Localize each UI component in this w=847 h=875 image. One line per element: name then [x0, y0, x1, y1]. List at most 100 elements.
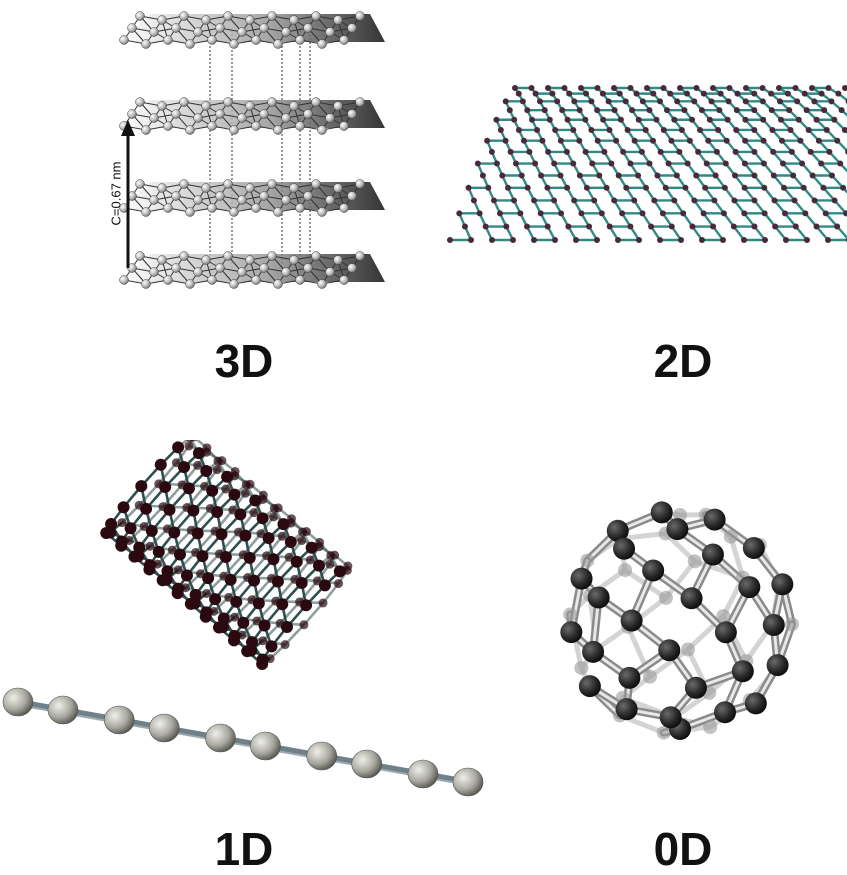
- carbon-atom: [221, 471, 233, 483]
- carbon-atom: [840, 185, 846, 191]
- carbon-atom: [701, 210, 707, 216]
- carbon-atom: [186, 280, 195, 289]
- carbon-atom: [627, 161, 633, 167]
- carbon-atom: [818, 161, 824, 167]
- carbon-atom: [172, 24, 181, 33]
- carbon-atom: [184, 441, 193, 450]
- carbon-atom: [150, 196, 159, 205]
- carbon-atom: [251, 732, 281, 760]
- carbon-atom: [213, 465, 222, 474]
- carbon-atom: [246, 102, 255, 111]
- carbon-atom: [685, 677, 707, 699]
- graphite-panel: C=0.67 nm: [0, 0, 423, 330]
- carbon-atom: [290, 16, 299, 25]
- carbon-atom: [220, 551, 232, 563]
- carbon-atom: [743, 98, 749, 104]
- carbon-atom: [545, 85, 551, 91]
- carbon-atom: [172, 583, 184, 595]
- carbon-atom: [780, 161, 786, 167]
- carbon-atom: [731, 224, 737, 230]
- carbon-atom: [234, 508, 246, 520]
- carbon-atom: [517, 210, 523, 216]
- carbon-atom: [738, 576, 760, 598]
- carbon-atom: [804, 107, 810, 113]
- carbon-atom: [826, 149, 832, 155]
- carbon-atom: [678, 237, 684, 243]
- carbon-atom: [724, 138, 730, 144]
- carbon-atom: [456, 210, 462, 216]
- carbon-atom: [582, 641, 604, 663]
- carbon-atom: [666, 161, 672, 167]
- carbon-atom: [699, 107, 705, 113]
- carbon-atom: [812, 197, 818, 203]
- nanotube-and-carbyne-chain: [0, 440, 520, 820]
- carbon-atom: [270, 504, 279, 513]
- carbon-atom: [186, 208, 195, 217]
- graphene-layer: [120, 12, 386, 49]
- carbon-atom: [829, 172, 835, 178]
- carbon-atom: [133, 542, 145, 554]
- carbon-atom: [762, 237, 768, 243]
- graphene-layer: [120, 252, 386, 289]
- carbon-atom: [158, 184, 167, 193]
- carbon-atom: [760, 85, 766, 91]
- carbon-atom: [647, 107, 653, 113]
- carbon-atom: [693, 172, 699, 178]
- carbon-atom: [778, 117, 784, 123]
- carbon-atom: [721, 210, 727, 216]
- carbon-atom: [511, 197, 517, 203]
- carbon-atom: [128, 24, 137, 33]
- carbon-atom: [183, 482, 195, 494]
- carbon-atom: [348, 24, 357, 33]
- carbon-atom: [274, 126, 283, 135]
- carbon-atom: [643, 670, 657, 684]
- carbon-atom: [163, 504, 175, 516]
- carbon-atom: [503, 98, 509, 104]
- carbon-atom: [158, 256, 167, 265]
- carbon-atom: [202, 16, 211, 25]
- caption-2d: 2D: [603, 338, 763, 384]
- carbon-atom: [663, 185, 669, 191]
- carbon-atom: [282, 114, 291, 123]
- carbon-atom: [583, 149, 589, 155]
- carbon-atom: [180, 180, 189, 189]
- carbon-atom: [244, 552, 256, 564]
- carbon-atom: [104, 706, 134, 734]
- carbon-atom: [734, 91, 740, 97]
- carbon-atom: [529, 85, 535, 91]
- carbon-atom: [760, 98, 766, 104]
- carbon-atom: [272, 576, 284, 588]
- carbon-atom: [326, 196, 335, 205]
- carbon-atom: [260, 24, 269, 33]
- carbon-atom: [306, 542, 318, 554]
- carbon-atom: [216, 192, 225, 201]
- carbon-atom: [312, 98, 321, 107]
- carbon-atom: [658, 639, 680, 661]
- carbon-atom: [267, 553, 279, 565]
- carbon-atom: [676, 149, 682, 155]
- carbon-atom: [537, 98, 543, 104]
- carbon-atom: [571, 98, 577, 104]
- carbon-atom: [186, 126, 195, 135]
- carbon-atom: [297, 536, 306, 545]
- carbon-atom: [447, 237, 453, 243]
- carbon-atom: [797, 138, 803, 144]
- carbon-atom: [552, 237, 558, 243]
- carbon-atom: [751, 91, 757, 97]
- carbon-atom: [172, 264, 181, 273]
- carbon-atom: [493, 117, 499, 123]
- carbon-atom: [660, 706, 682, 728]
- carbon-atom: [651, 501, 673, 523]
- carbon-atom: [725, 117, 731, 123]
- carbon-atom: [842, 85, 847, 91]
- carbon-atom: [146, 525, 158, 537]
- carbon-atom: [306, 555, 315, 564]
- carbon-atom: [745, 692, 767, 714]
- carbon-atom: [654, 172, 660, 178]
- carbon-atom: [260, 192, 269, 201]
- carbon-atom: [723, 161, 729, 167]
- carbon-atom: [194, 196, 203, 205]
- graphene-panel: [424, 0, 847, 330]
- carbon-atom: [172, 441, 184, 453]
- carbon-atom: [682, 185, 688, 191]
